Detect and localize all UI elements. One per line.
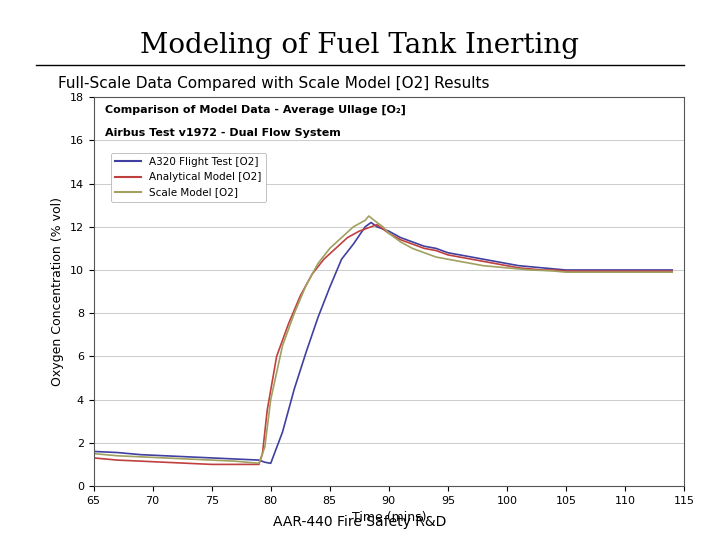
Text: Airbus Test v1972 - Dual Flow System: Airbus Test v1972 - Dual Flow System	[105, 129, 341, 138]
Legend: A320 Flight Test [O2], Analytical Model [O2], Scale Model [O2]: A320 Flight Test [O2], Analytical Model …	[111, 153, 266, 202]
Text: Comparison of Model Data - Average Ullage [O₂]: Comparison of Model Data - Average Ullag…	[105, 105, 406, 115]
Text: Full-Scale Data Compared with Scale Model [O2] Results: Full-Scale Data Compared with Scale Mode…	[58, 76, 489, 91]
Y-axis label: Oxygen Concentration (% vol): Oxygen Concentration (% vol)	[51, 197, 64, 386]
Text: AAR-440 Fire Safety R&D: AAR-440 Fire Safety R&D	[274, 515, 446, 529]
Text: Modeling of Fuel Tank Inerting: Modeling of Fuel Tank Inerting	[140, 32, 580, 59]
X-axis label: Time (mins): Time (mins)	[351, 511, 426, 524]
